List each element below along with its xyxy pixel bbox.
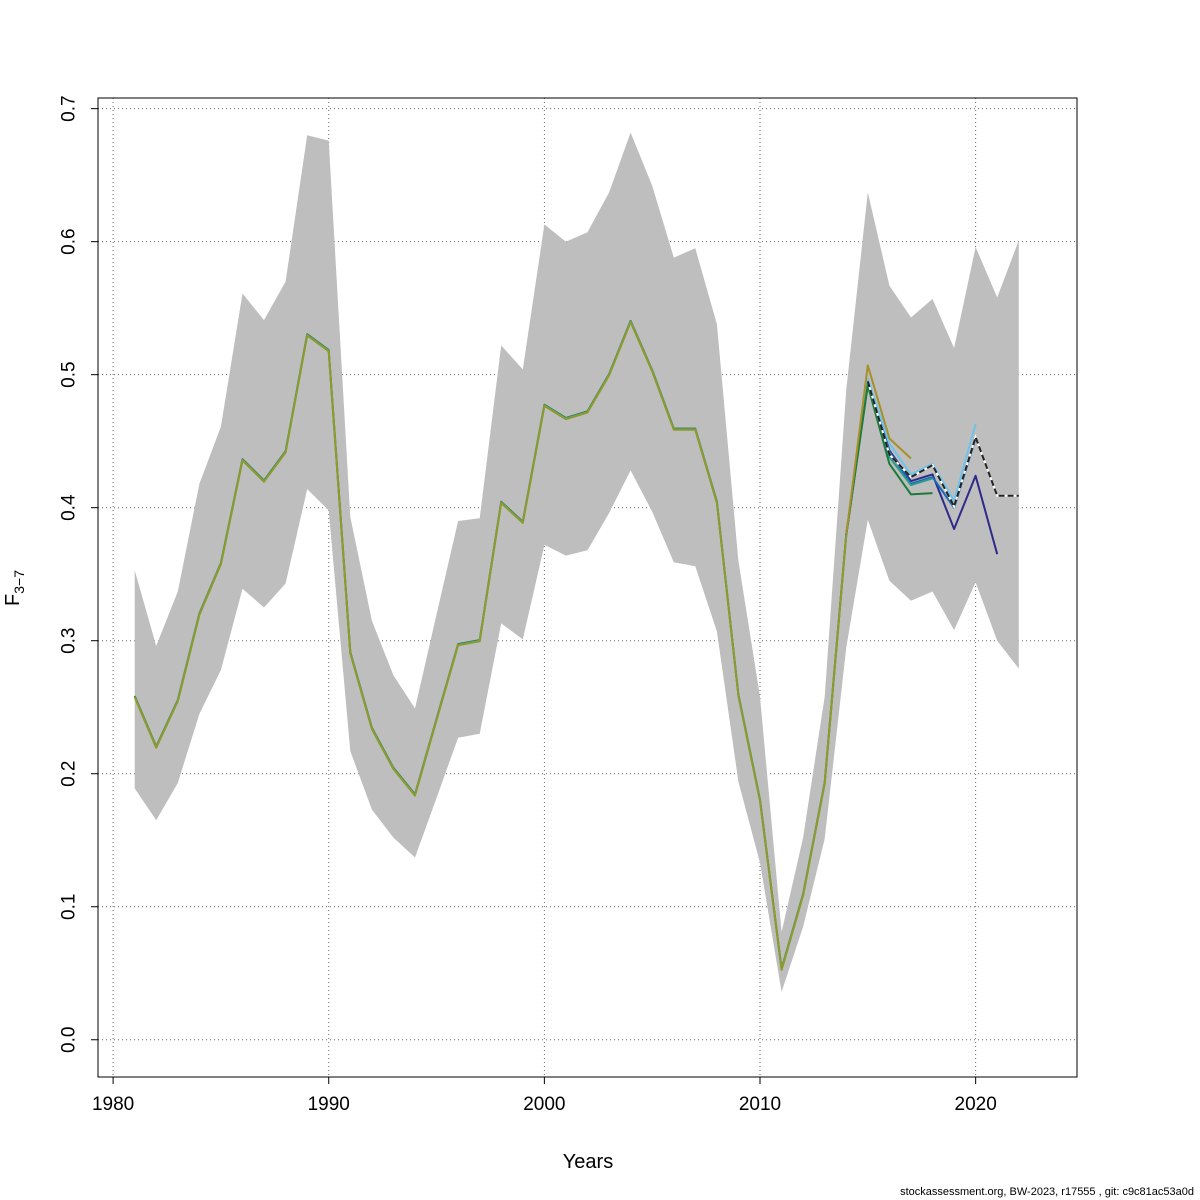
x-axis: 1980 1990 2000 2010 2020	[92, 1077, 997, 1115]
confidence-band	[134, 132, 1019, 992]
y-axis: 0.0 0.1 0.2 0.3 0.4 0.5 0.6 0.7	[59, 95, 98, 1053]
series-line	[866, 381, 1019, 508]
x-tick-label: 2000	[523, 1094, 565, 1115]
x-tick-label: 1980	[92, 1094, 134, 1115]
confidence-band-area	[134, 132, 1019, 992]
y-tick-label: 0.1	[59, 894, 80, 920]
y-tick-label: 0.4	[59, 494, 80, 521]
series-lines	[133, 319, 1019, 971]
footer-credit: stockassessment.org, BW-2023, r17555 , g…	[900, 1186, 1194, 1198]
series-line	[845, 364, 912, 535]
series-line	[845, 384, 933, 535]
y-tick-label: 0.7	[59, 95, 80, 121]
y-tick-label: 0.5	[59, 361, 80, 387]
series-line-common	[133, 321, 848, 971]
y-tick-label: 0.3	[59, 627, 80, 653]
y-tick-label: 0.6	[59, 228, 80, 254]
x-tick-label: 2010	[739, 1094, 781, 1115]
plot-frame	[97, 97, 1078, 1078]
y-tick-label: 0.2	[59, 761, 80, 787]
y-axis-title: F3−7	[2, 570, 27, 606]
x-tick-label: 1990	[308, 1094, 350, 1115]
y-tick-label: 0.0	[59, 1027, 80, 1053]
series-line	[845, 377, 977, 535]
x-tick-label: 2020	[955, 1094, 997, 1115]
x-axis-title: Years	[563, 1151, 613, 1173]
y-axis-title-main: F	[2, 594, 24, 606]
y-axis-title-subscript: 3−7	[11, 570, 27, 594]
